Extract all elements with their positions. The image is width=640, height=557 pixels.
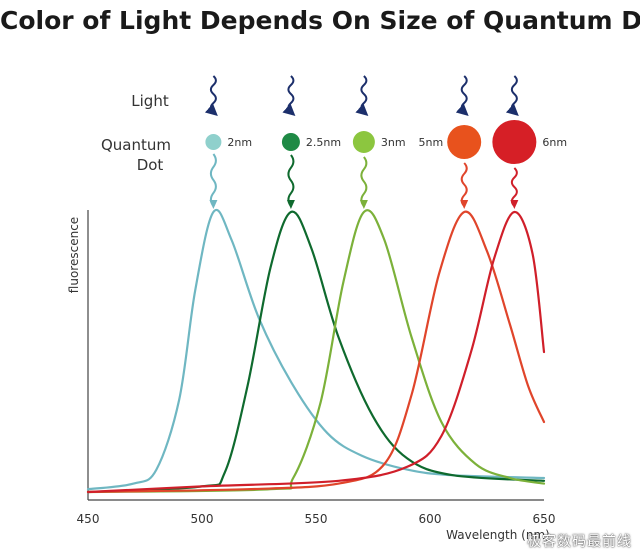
emitted-light-arrowhead-icon [209,200,218,209]
incoming-light-arrow-icon [455,75,469,117]
x-tick-label-650: 650 [533,512,556,526]
quantum-dot-3nm-icon [352,131,375,153]
emitted-light-arrowhead-icon [510,200,519,209]
emitted-light-arrowhead-icon [460,200,469,209]
emitted-light-arrow-icon [360,156,368,207]
chart-title: Color of Light Depends On Size of Quantu… [0,6,640,35]
watermark-text: 极客数码最前线 [527,534,632,550]
quantum-dot-row-label-line1: Quantum [101,136,171,154]
emitted-light-arrow-icon [287,154,295,207]
curve-2nm [86,208,546,491]
incoming-light-arrow-icon [355,75,369,117]
incoming-light-arrow-icon [505,75,519,117]
x-tick-label-500: 500 [191,512,214,526]
x-tick-label-550: 550 [305,512,328,526]
dot-size-label-6nm: 6nm [542,136,567,149]
curve-2.5nm [86,210,546,494]
curve-3nm [86,209,546,494]
emitted-light-arrow-icon [209,153,217,207]
quantum-dot-5nm-icon [447,125,482,159]
emitted-light-arrow-icon [460,162,468,207]
curve-6nm [86,210,546,494]
x-tick-labels: 450 500 550 600 650 [77,512,556,526]
y-axis-label: fluorescence [67,217,81,293]
dot-size-label-5nm: 5nm [419,136,444,149]
x-tick-label-450: 450 [77,512,100,526]
quantum-dot-2nm-icon [205,134,222,150]
fluorescence-curves [86,208,546,494]
light-row-label: Light [131,92,169,110]
dot-size-label-2.5nm: 2.5nm [306,136,341,149]
emitted-light-arrow-icon [510,167,518,207]
x-tick-label-600: 600 [419,512,442,526]
quantum-dot-6nm-icon [492,120,537,164]
incoming-light-arrow-icon [282,75,296,117]
dot-size-label-2nm: 2nm [227,136,252,149]
dot-size-label-3nm: 3nm [381,136,406,149]
quantum-dot-row-label-line2: Dot [137,156,164,174]
emitted-light-arrowhead-icon [286,200,295,209]
incoming-light-arrow-icon [204,75,218,117]
emitted-light-arrowhead-icon [359,200,368,209]
quantum-dot-2.5nm-icon [281,133,300,151]
curve-5nm [86,210,546,494]
quantum-dot-icons: 2nm 2.5nm 3nm 5nm 6nm [204,75,567,209]
x-axis-label: Wavelength (nm) [446,528,550,542]
